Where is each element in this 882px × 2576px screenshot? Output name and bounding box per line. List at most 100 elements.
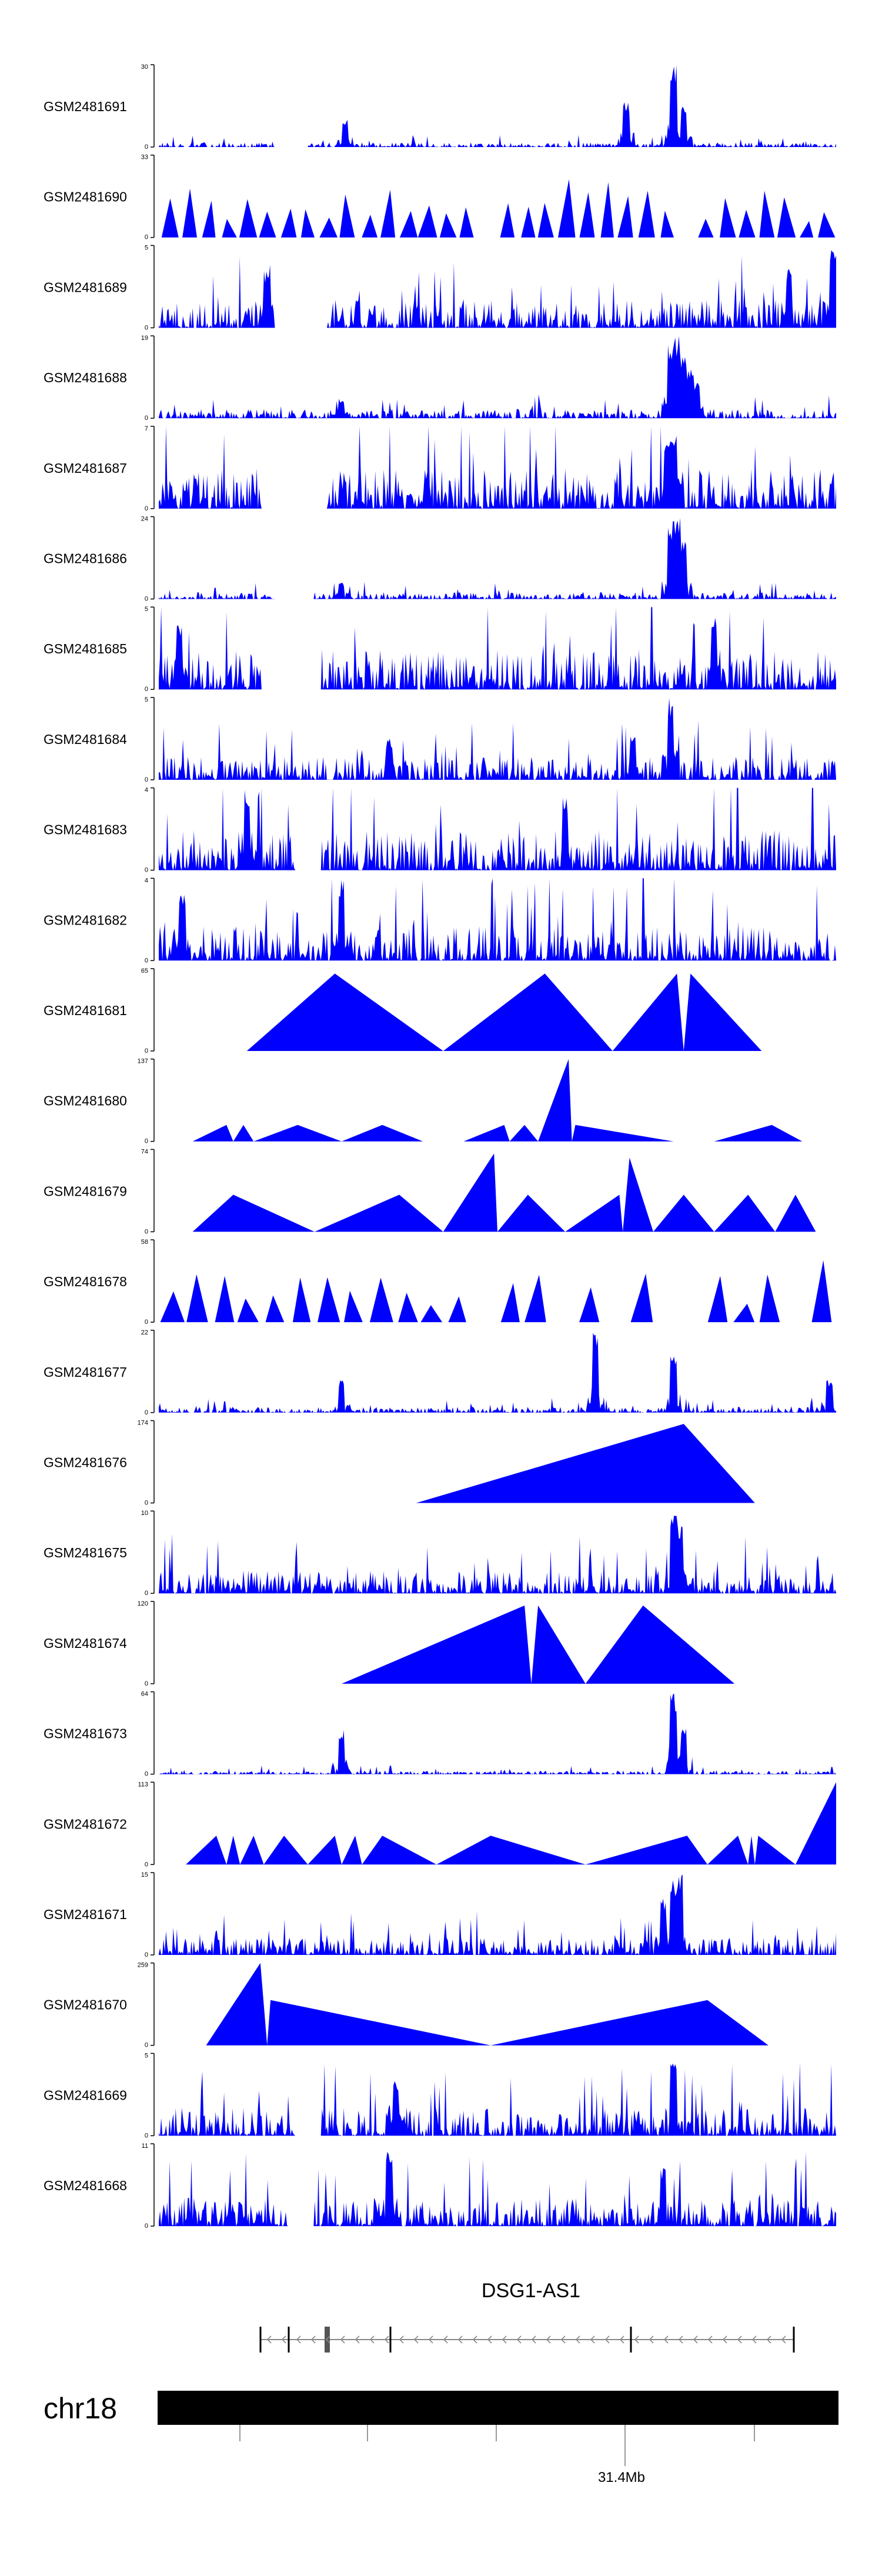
signal-area [159,336,836,419]
track-GSM2481674: GSM2481674 120 0 [44,1600,735,1687]
strand-chevron [413,2335,419,2344]
track-label: GSM2481669 [44,2087,127,2103]
track-GSM2481680: GSM2481680 137 0 [44,1058,803,1145]
signal-area [192,1059,803,1142]
track-GSM2481690: GSM2481690 33 0 [44,154,836,241]
y-axis-max-label: 15 [141,1871,148,1878]
track-label: GSM2481672 [44,1816,127,1831]
signal-area [192,1153,816,1232]
strand-chevron [355,2335,360,2344]
chromosome-name-label: chr18 [44,2392,117,2425]
y-axis-max-label: 10 [141,1510,148,1517]
y-axis-min-label: 0 [145,2223,148,2230]
y-axis-min-label: 0 [145,867,148,874]
track-label: GSM2481682 [44,912,127,927]
y-axis-min-label: 0 [145,1319,148,1326]
strand-chevron [766,2335,771,2344]
y-axis-max-label: 137 [138,1058,148,1065]
y-axis-min-label: 0 [145,144,148,151]
gene-track: DSG1-AS1 [259,2280,795,2353]
track-label: GSM2481670 [44,1997,127,2013]
track-label: GSM2481680 [44,1093,127,1109]
track-label: GSM2481691 [44,99,127,114]
signal-area [342,1605,735,1684]
track-GSM2481679: GSM2481679 74 0 [44,1148,816,1235]
y-axis-max-label: 4 [145,787,148,794]
track-label: GSM2481675 [44,1545,127,1560]
strand-chevron [619,2335,624,2344]
track-label: GSM2481684 [44,732,127,747]
y-axis-max-label: 19 [141,335,148,342]
track-GSM2481684: GSM2481684 5 0 [44,696,836,783]
track-label: GSM2481688 [44,370,127,385]
track-GSM2481671: GSM2481671 15 0 [44,1871,836,1958]
chromosome-position-tick-label: 31.4Mb [598,2470,645,2485]
y-axis-min-label: 0 [145,1861,148,1868]
y-axis-max-label: 30 [141,64,148,71]
strand-chevron [663,2335,669,2344]
y-axis-max-label: 22 [141,1329,148,1336]
y-axis-max-label: 259 [138,1962,148,1969]
gene-exon-block [325,2327,330,2353]
y-axis-max-label: 5 [145,244,148,251]
y-axis-min-label: 0 [145,1771,148,1778]
y-axis-max-label: 4 [145,877,148,884]
y-axis-min-label: 0 [145,1500,148,1507]
strand-chevron [428,2335,433,2344]
track-label: GSM2481690 [44,189,127,205]
signal-area [159,518,836,599]
track-GSM2481670: GSM2481670 259 0 [44,1962,769,2049]
strand-chevron [340,2335,345,2344]
y-axis-max-label: 65 [141,967,148,975]
y-axis-min-label: 0 [145,2132,148,2139]
strand-chevron [781,2335,786,2344]
track-label: GSM2481689 [44,279,127,295]
strand-chevron [560,2335,566,2344]
y-axis-max-label: 64 [141,1691,148,1698]
strand-chevron [502,2335,507,2344]
strand-chevron [472,2335,477,2344]
strand-chevron [487,2335,492,2344]
strand-chevron [310,2335,316,2344]
y-axis-max-label: 5 [145,2052,148,2059]
strand-chevron [751,2335,757,2344]
gene-model [259,2327,795,2353]
strand-chevron [296,2335,301,2344]
strand-chevron [443,2335,448,2344]
y-axis-min-label: 0 [145,324,148,331]
y-axis-min-label: 0 [145,1138,148,1145]
track-GSM2481685: GSM2481685 5 0 [44,606,836,693]
y-axis-min-label: 0 [145,234,148,241]
strand-chevron [722,2335,727,2344]
strand-chevron [546,2335,551,2344]
y-axis-max-label: 24 [141,516,148,523]
signal-area [416,1424,755,1503]
signal-area [160,1260,832,1323]
y-axis-max-label: 74 [141,1148,148,1155]
track-GSM2481676: GSM2481676 174 0 [44,1420,755,1507]
strand-chevron [575,2335,580,2344]
track-label: GSM2481678 [44,1274,127,1289]
strand-chevron [649,2335,654,2344]
track-GSM2481673: GSM2481673 64 0 [44,1691,836,1778]
y-axis-max-label: 7 [145,425,148,432]
track-label: GSM2481671 [44,1907,127,1922]
track-GSM2481669: GSM2481669 5 0 [44,2052,836,2139]
y-axis-min-label: 0 [145,1951,148,1958]
track-GSM2481677: GSM2481677 22 0 [44,1329,836,1416]
strand-chevron [516,2335,522,2344]
strand-chevron [634,2335,639,2344]
y-axis-min-label: 0 [145,957,148,964]
signal-area [186,1782,837,1865]
strand-chevron [604,2335,610,2344]
signal-area [159,607,836,690]
y-axis-max-label: 120 [138,1600,148,1607]
chromosome-track: chr18 31.4Mb [44,2391,838,2485]
signal-area [159,1333,836,1413]
y-axis-min-label: 0 [145,1409,148,1416]
track-GSM2481688: GSM2481688 19 0 [44,335,836,422]
strand-chevron [693,2335,698,2344]
signal-tracks: GSM2481691300GSM2481690330GSM248168950GS… [44,64,837,2230]
strand-chevron [325,2335,330,2344]
